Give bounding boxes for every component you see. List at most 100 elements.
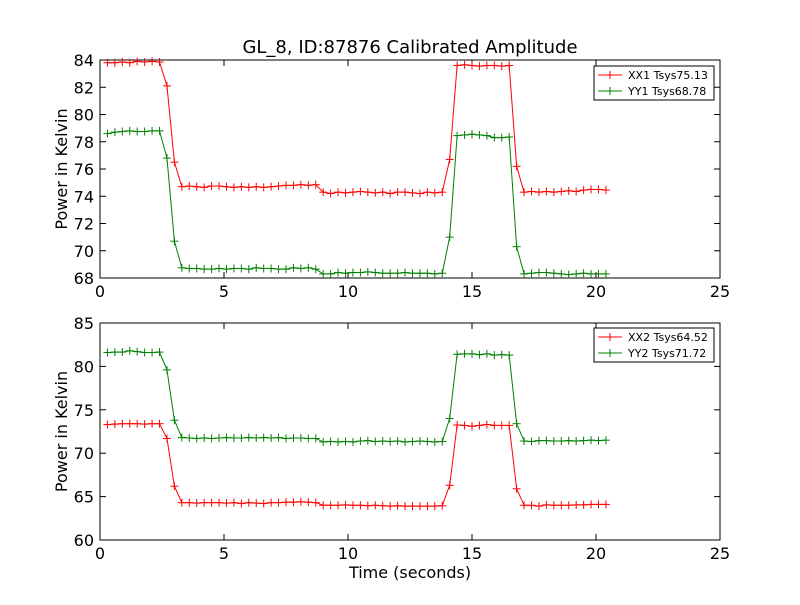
y-tick-label: 78 [74,133,94,152]
data-point [311,434,320,443]
data-point [587,500,596,509]
data-point [601,436,610,445]
data-point [527,437,536,446]
data-point [125,58,134,67]
data-point [423,188,432,197]
data-point [125,126,134,135]
data-point [304,263,313,272]
data-point [125,419,134,428]
data-point [579,269,588,278]
data-point [148,419,157,428]
x-tick-label: 10 [338,544,358,563]
data-point [542,500,551,509]
data-point [497,62,506,71]
data-point [356,437,365,446]
y-tick-label: 60 [74,531,94,550]
data-point [229,434,238,443]
data-point [587,185,596,194]
data-point [482,131,491,140]
data-point [549,437,558,446]
data-point [453,131,462,140]
data-point [229,264,238,273]
data-point [572,500,581,509]
data-point [423,269,432,278]
data-point [572,437,581,446]
data-point [289,498,298,507]
data-point [118,127,127,136]
data-point [490,351,499,360]
y-tick-label: 84 [74,51,94,70]
data-point [192,499,201,508]
data-point [438,501,447,510]
data-point [155,348,164,357]
data-point [103,129,112,138]
data-point [468,130,476,139]
data-point [185,182,194,191]
data-point [520,501,529,510]
data-point [326,269,335,278]
y-tick-label: 70 [74,242,94,261]
data-point [252,499,261,508]
y-tick-label: 75 [74,401,94,420]
data-point [386,189,395,198]
data-point [557,187,566,196]
data-point [348,188,357,197]
x-tick-label: 20 [586,282,606,301]
data-point [289,434,298,443]
data-point [363,267,372,276]
data-point [415,189,424,198]
data-point [319,188,328,197]
data-point [579,186,588,195]
data-point [319,501,328,510]
data-point [401,188,410,197]
data-point [207,182,216,191]
data-point [274,498,283,507]
data-point [140,348,149,357]
data-point [274,433,283,442]
data-point [267,264,276,273]
data-point [475,421,484,430]
data-point [237,499,246,508]
data-point [207,498,216,507]
data-point [408,269,417,278]
data-point [282,434,290,443]
data-point [334,188,343,197]
y-tick-label: 74 [74,187,94,206]
data-point [601,269,610,278]
data-point [401,268,410,277]
data-point [215,434,224,443]
data-point [363,188,372,197]
y-tick-label: 72 [74,215,94,234]
data-point [110,128,119,137]
data-point [468,61,476,70]
data-point [274,265,283,274]
data-point [482,420,491,429]
data-point [445,155,454,164]
data-point [460,421,469,430]
data-point [430,502,439,511]
data-point [244,433,253,442]
data-point [490,421,499,430]
data-point [177,182,186,191]
data-point [162,365,171,374]
y-tick-label: 80 [74,106,94,125]
data-point [393,437,402,446]
data-point [133,57,142,66]
data-point [348,437,357,446]
data-point [185,498,194,507]
data-point [512,162,521,171]
data-point [140,127,149,136]
data-point [445,481,454,490]
data-point [534,188,543,197]
data-point [505,351,514,360]
data-point [177,433,186,442]
data-point [445,414,454,423]
data-point [162,154,171,163]
data-point [490,133,499,142]
data-point [222,182,231,191]
legend-label: YY1 Tsys68.78 [627,85,706,98]
data-point [170,416,179,425]
y-tick-label: 65 [74,488,94,507]
data-point [319,437,328,446]
